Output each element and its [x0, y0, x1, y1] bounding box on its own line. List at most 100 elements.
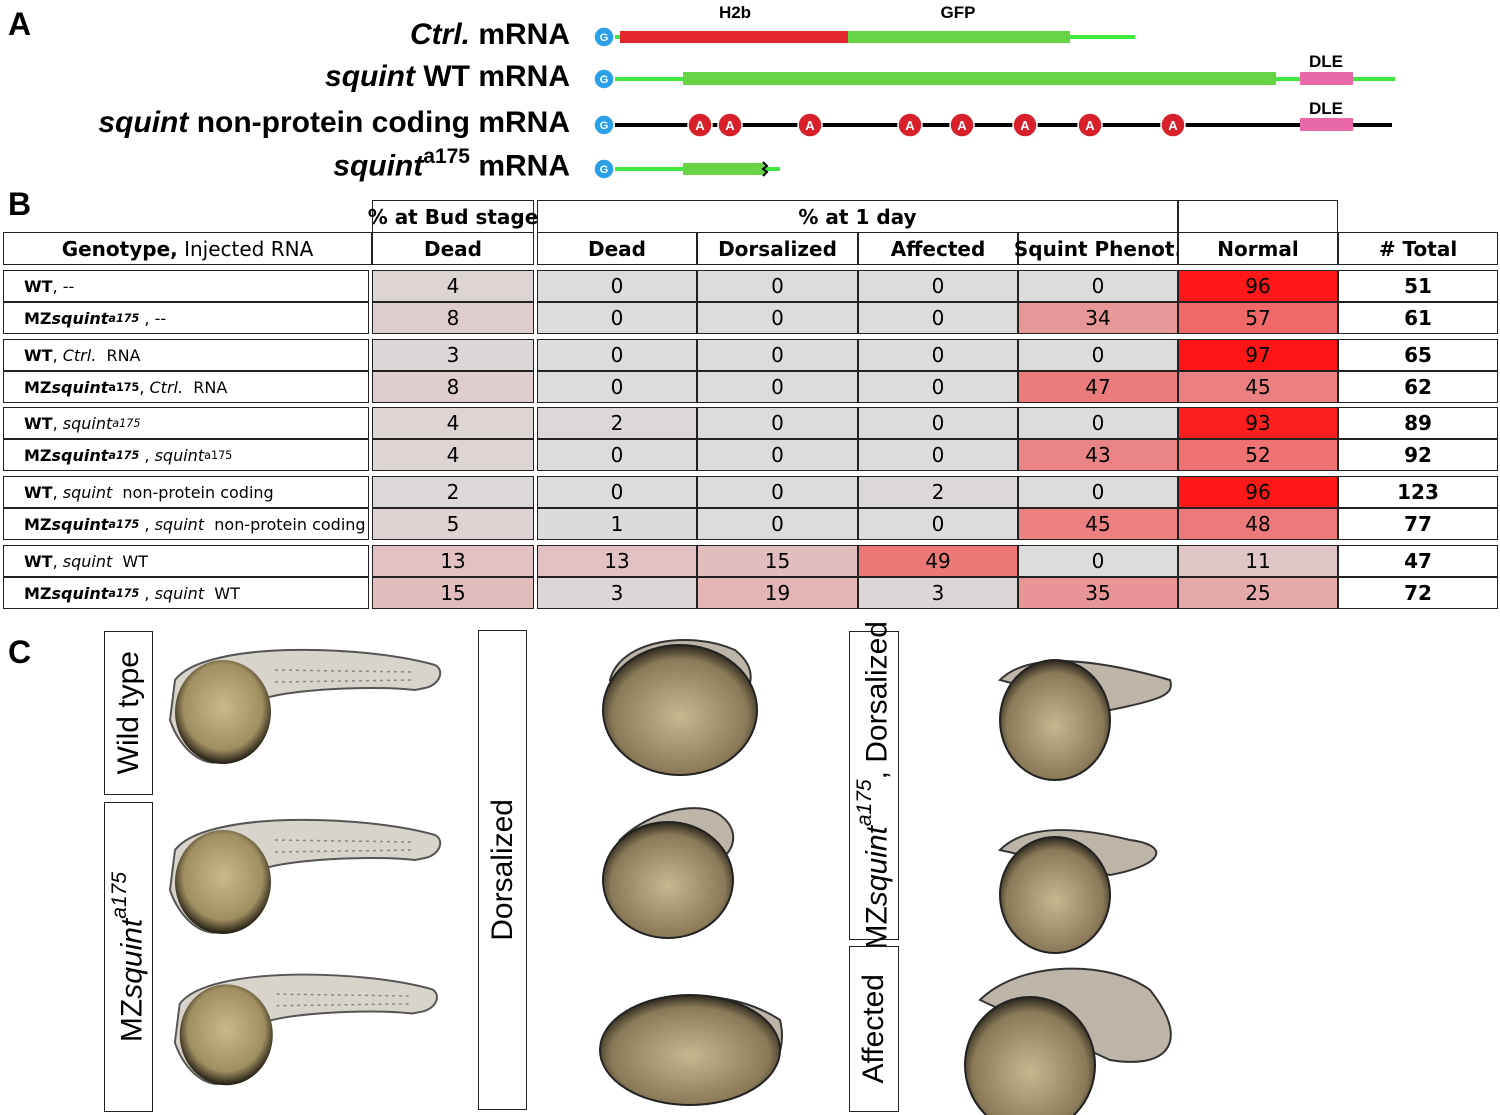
text-run: , --	[139, 308, 167, 328]
value-cell: 51	[1338, 270, 1498, 302]
value-cell: 97	[1178, 339, 1338, 371]
genotype-cell: MZ squint a175 , squint non-protein coding	[3, 508, 369, 540]
cell-value: 3	[931, 581, 945, 605]
text-run: MZ	[115, 998, 149, 1043]
embryo-yolk	[179, 984, 273, 1086]
text-run: MZ	[24, 514, 52, 534]
value-cell: 15	[697, 545, 858, 577]
value-cell: 49	[858, 545, 1018, 577]
mutation	[949, 112, 975, 138]
cell-value: 0	[771, 306, 784, 330]
text-run: Affected	[890, 236, 986, 261]
text-run: Dead	[424, 236, 482, 261]
cell-value: 0	[1091, 343, 1105, 367]
text-run: Dead	[588, 236, 646, 261]
value-cell: 0	[697, 270, 858, 302]
orf-segment	[683, 72, 1276, 85]
value-cell: 0	[537, 270, 697, 302]
embryo-yolk	[175, 660, 271, 764]
text-run: Injected RNA	[177, 236, 314, 261]
text-run: % at 1 day	[798, 204, 917, 229]
text-run: non-protein coding mRNA	[188, 106, 570, 139]
cap-label: G	[600, 164, 609, 176]
value-cell: 2	[372, 476, 534, 508]
text-run: RNA	[183, 377, 228, 397]
value-cell: 0	[697, 476, 858, 508]
text-run: squint	[98, 106, 189, 139]
text-run: a175	[108, 586, 140, 600]
value-cell: 89	[1338, 407, 1498, 439]
mutation-label: A	[695, 118, 705, 133]
text-run: WT	[24, 276, 53, 296]
mrna-diagrams: H2b GFP DLE DLE A A A A A A A A G G G G	[593, 3, 1395, 180]
value-cell: 72	[1338, 577, 1498, 609]
cell-value: 48	[1245, 512, 1271, 536]
text-run: Normal	[1217, 236, 1299, 261]
text-run: squint	[51, 583, 109, 603]
embryo-image	[964, 967, 1172, 1115]
text-run: squint	[51, 445, 109, 465]
cell-value: 4	[446, 411, 460, 435]
mrna-label: squinta175 mRNA	[10, 145, 570, 184]
value-cell: 123	[1338, 476, 1498, 508]
text-run: squint	[860, 826, 894, 907]
column-header: Squint Phenot.	[1014, 232, 1182, 265]
cap	[593, 158, 615, 180]
cap-label: G	[600, 120, 609, 132]
embryo-somites	[276, 993, 413, 1007]
column-header: # Total	[1338, 232, 1498, 265]
value-cell: 57	[1178, 302, 1338, 334]
image-label-box: Dorsalized	[478, 630, 527, 1110]
cell-value: 47	[1085, 375, 1111, 399]
image-label: Wild type	[112, 651, 146, 774]
value-cell: 0	[537, 371, 697, 403]
value-cell: 35	[1018, 577, 1178, 609]
text-run: squint	[154, 514, 205, 534]
text-run: Wild type	[111, 651, 145, 775]
group-header: % at Bud stage	[368, 200, 538, 233]
text-run: Affected	[857, 974, 890, 1084]
value-cell: 13	[372, 545, 534, 577]
embryo-image	[602, 807, 735, 939]
cell-value: 2	[446, 480, 460, 504]
text-run: MZ	[24, 445, 52, 465]
text-run: squint	[62, 482, 113, 502]
cell-value: 4	[446, 274, 460, 298]
cap	[593, 68, 615, 90]
cell-value: 5	[446, 512, 460, 536]
text-run: a175	[112, 416, 141, 430]
mutation-label: A	[725, 118, 735, 133]
mrna-label: squint non-protein coding mRNA	[10, 106, 570, 140]
value-cell: 0	[858, 371, 1018, 403]
text-run: ,	[52, 413, 63, 433]
text-run: # Total	[1378, 236, 1458, 261]
value-cell: 47	[1018, 371, 1178, 403]
cell-value: 0	[931, 274, 945, 298]
cell-value: 0	[931, 375, 945, 399]
cell-value: 0	[610, 443, 624, 467]
value-cell: 45	[1018, 508, 1178, 540]
cell-value: 15	[764, 549, 791, 573]
value-cell: 3	[372, 339, 534, 371]
mutation	[717, 112, 743, 138]
feature-label: DLE	[1309, 99, 1343, 118]
text-run: ,	[52, 482, 63, 502]
value-cell: 0	[858, 302, 1018, 334]
cell-value: 61	[1404, 306, 1432, 330]
text-run: Ctrl.	[409, 18, 470, 51]
text-run: ,	[139, 583, 155, 603]
cell-value: 0	[771, 375, 784, 399]
cell-value: 2	[610, 411, 624, 435]
text-run: WT	[24, 413, 53, 433]
embryo-mass	[964, 996, 1096, 1115]
genotype-cell: MZ squint a175, Ctrl. RNA	[3, 371, 369, 403]
value-cell: 0	[697, 508, 858, 540]
cell-value: 0	[771, 274, 784, 298]
cell-value: 0	[771, 443, 784, 467]
text-run: RNA	[96, 345, 141, 365]
cell-value: 0	[771, 480, 784, 504]
cell-value: 92	[1404, 443, 1432, 467]
text-run: ,	[139, 514, 155, 534]
